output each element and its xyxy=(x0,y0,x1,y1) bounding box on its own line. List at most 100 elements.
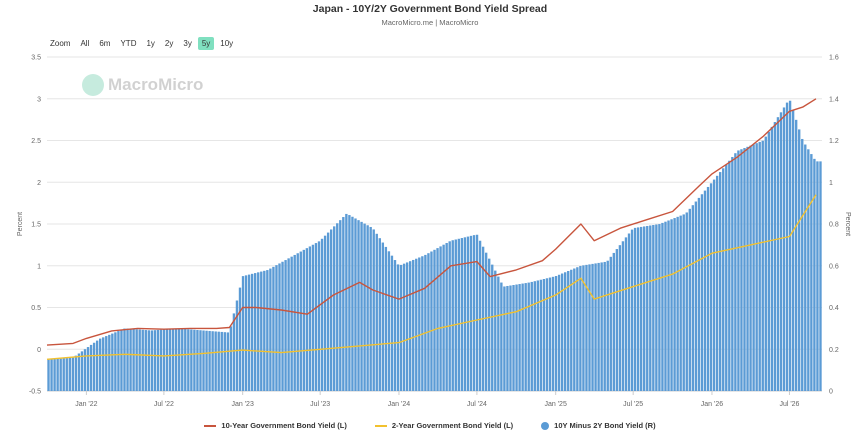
x-tick-label: Jul '25 xyxy=(623,401,643,408)
spread-bar xyxy=(731,156,734,391)
spread-bar xyxy=(658,224,661,391)
chart-legend: 10-Year Government Bond Yield (L) 2-Year… xyxy=(0,421,860,430)
zoom-3y-button[interactable]: 3y xyxy=(183,39,192,48)
spread-bar xyxy=(317,241,321,391)
spread-bar xyxy=(241,276,245,391)
spread-bar xyxy=(83,349,87,391)
spread-bar xyxy=(488,258,491,391)
spread-bar xyxy=(320,238,324,391)
spread-bar xyxy=(712,179,716,391)
zoom-2y-button[interactable]: 2y xyxy=(164,39,174,48)
spread-bar xyxy=(275,265,278,391)
spread-bar xyxy=(208,330,211,391)
spread-bar xyxy=(606,260,609,391)
zoom-5y-button[interactable]: 5y xyxy=(197,37,215,50)
spread-bar xyxy=(448,241,451,391)
spread-bar xyxy=(816,161,819,391)
spread-bar xyxy=(679,215,682,391)
spread-bar xyxy=(700,194,704,391)
y-left-tick-label: 0.5 xyxy=(31,305,41,312)
spread-bar xyxy=(509,285,512,391)
spread-bar xyxy=(794,119,798,392)
spread-bar xyxy=(497,276,500,391)
spread-bar xyxy=(181,328,184,391)
spread-bar xyxy=(326,232,330,391)
y-left-tick-label: 3 xyxy=(37,96,41,103)
spread-bar xyxy=(722,168,725,391)
y-left-axis-title: Percent xyxy=(17,212,24,236)
spread-bar xyxy=(77,353,81,391)
chart-subtitle: MacroMicro.me | MacroMicro xyxy=(381,18,479,27)
spread-bar xyxy=(591,263,594,391)
spread-bar xyxy=(421,256,424,391)
spread-bar xyxy=(804,144,807,391)
ten-year-yield-line xyxy=(46,98,817,346)
spread-bar xyxy=(272,266,275,391)
spread-bar xyxy=(250,273,254,391)
spread-bar xyxy=(53,359,56,391)
spread-bar xyxy=(779,112,783,391)
spread-bar xyxy=(521,283,524,391)
spread-bar xyxy=(372,229,375,391)
legend-item-2y[interactable]: 2-Year Government Bond Yield (L) xyxy=(374,421,513,430)
spread-bar xyxy=(767,131,770,392)
spread-bar xyxy=(570,269,573,391)
spread-bar xyxy=(393,260,397,391)
spread-bar xyxy=(99,338,102,391)
spread-bar xyxy=(770,126,774,391)
spread-bar xyxy=(50,359,53,391)
spread-bar xyxy=(512,285,515,391)
spread-bar xyxy=(807,149,810,391)
zoom-6m-button[interactable]: 6m xyxy=(99,39,111,48)
spread-bar xyxy=(646,225,649,391)
spread-bar xyxy=(92,342,96,391)
spread-bar xyxy=(506,285,509,391)
spread-bar xyxy=(676,216,679,391)
spread-bar xyxy=(728,160,731,391)
spread-bar xyxy=(743,148,746,391)
spread-bar xyxy=(89,344,93,391)
spread-bar xyxy=(725,164,728,391)
spread-bar xyxy=(156,329,160,391)
zoom-ytd-button[interactable]: YTD xyxy=(120,39,137,48)
spread-bar xyxy=(567,271,570,391)
spread-bar xyxy=(254,273,257,391)
spread-bar xyxy=(545,278,549,391)
spread-bar xyxy=(539,279,543,391)
zoom-bar: Zoom All 6m YTD 1y 2y 3y 5y 10y xyxy=(50,37,237,50)
legend-item-10y[interactable]: 10-Year Government Bond Yield (L) xyxy=(204,421,347,430)
spread-bar xyxy=(174,328,178,391)
x-tick-label: Jul '23 xyxy=(310,401,330,408)
spread-bar xyxy=(557,274,561,391)
spread-bar xyxy=(670,219,673,391)
y-right-tick-label: 0.6 xyxy=(829,263,839,270)
spread-bar xyxy=(360,221,363,391)
y-left-tick-label: 1.5 xyxy=(31,222,41,229)
zoom-1y-button[interactable]: 1y xyxy=(146,39,155,48)
spread-bar xyxy=(196,329,199,391)
spread-bar xyxy=(141,329,144,391)
zoom-10y-button[interactable]: 10y xyxy=(220,39,234,48)
spread-bar xyxy=(536,280,540,391)
spread-bar xyxy=(138,329,141,391)
spread-bar xyxy=(287,258,290,391)
spread-bar xyxy=(351,216,354,391)
y-left-tick-label: 2 xyxy=(37,180,41,187)
spread-bar xyxy=(500,282,503,391)
spread-bar xyxy=(108,334,111,391)
spread-bar xyxy=(776,117,780,391)
spread-bar xyxy=(178,328,181,391)
spread-bar xyxy=(56,358,59,391)
spread-bar xyxy=(296,253,299,391)
spread-bar xyxy=(418,257,421,391)
legend-item-spread[interactable]: 10Y Minus 2Y Bond Yield (R) xyxy=(541,421,656,430)
spread-bar xyxy=(150,330,154,391)
spread-bar xyxy=(673,218,676,391)
spread-bar xyxy=(691,205,695,391)
spread-bar xyxy=(339,220,342,391)
spread-bar xyxy=(758,141,761,391)
zoom-all-button[interactable]: All xyxy=(80,39,90,48)
spread-bar xyxy=(348,215,351,391)
spread-bar xyxy=(515,284,518,391)
